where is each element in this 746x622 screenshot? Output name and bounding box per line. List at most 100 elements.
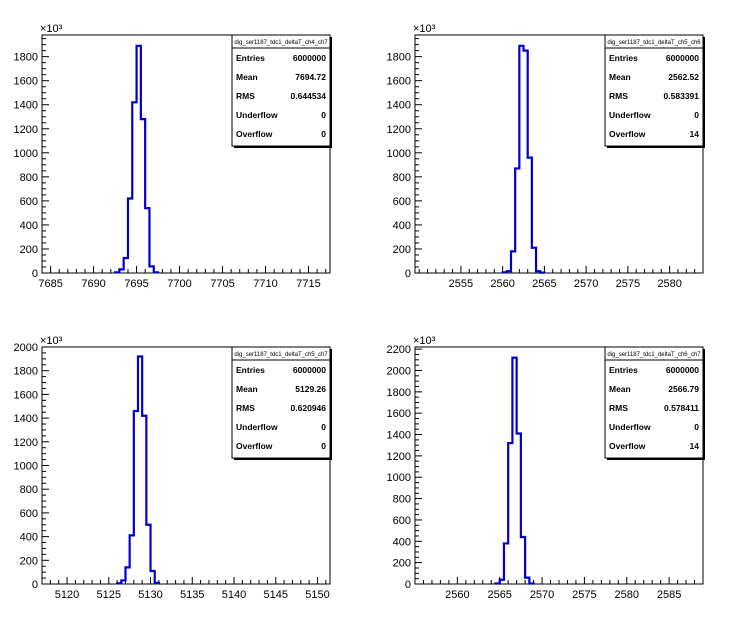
y-tick-label: 2000: [387, 365, 411, 377]
stat-label: Entries: [609, 365, 638, 375]
stats-box-shadow: [330, 37, 332, 147]
x-tick-label: 2560: [445, 589, 469, 601]
y-tick-label: 1600: [387, 76, 411, 88]
y-multiplier-label: ×10³: [413, 23, 436, 35]
x-tick-label: 2585: [657, 589, 681, 601]
x-tick-label: 5135: [180, 589, 204, 601]
x-tick-label: 2575: [616, 278, 640, 290]
y-tick-label: 200: [393, 558, 411, 570]
y-tick-label: 2000: [14, 342, 38, 354]
x-tick-label: 7695: [124, 278, 148, 290]
stat-value: 6000000: [666, 53, 699, 63]
y-tick-label: 800: [393, 172, 411, 184]
y-tick-label: 0: [405, 268, 411, 280]
stats-box-frame: [604, 34, 704, 147]
stat-label: Underflow: [236, 422, 278, 432]
y-tick-label: 400: [393, 220, 411, 232]
stat-label: Mean: [609, 384, 631, 394]
stat-value: 0.583391: [664, 91, 700, 101]
stat-value: 0.644534: [291, 91, 327, 101]
stat-value: 0: [694, 422, 699, 432]
stats-box-shadow: [330, 349, 332, 459]
stat-label: Underflow: [609, 110, 651, 120]
y-tick-label: 400: [20, 532, 38, 544]
histogram-panel: 0 200 400 600 800 1000 1200 1400 1600 1800 2000 220…: [387, 335, 705, 601]
stat-label: Underflow: [609, 422, 651, 432]
stat-value: 0.620946: [291, 403, 327, 413]
x-tick-label: 2555: [449, 278, 473, 290]
stat-label: RMS: [609, 91, 628, 101]
y-tick-label: 800: [20, 484, 38, 496]
stat-value: 2562.52: [668, 72, 699, 82]
y-tick-label: 600: [393, 196, 411, 208]
y-tick-label: 2200: [387, 344, 411, 356]
x-tick-label: 5130: [138, 589, 162, 601]
stat-value: 6000000: [293, 365, 326, 375]
stats-box-frame: [231, 346, 331, 459]
stat-label: Underflow: [236, 110, 278, 120]
histogram-line: [494, 356, 535, 585]
y-tick-label: 1400: [14, 413, 38, 425]
stats-box-frame: [231, 34, 331, 147]
y-tick-label: 200: [20, 244, 38, 256]
plot-frame: [41, 34, 331, 274]
y-tick-label: 600: [20, 196, 38, 208]
y-tick-label: 600: [20, 508, 38, 520]
y-tick-label: 400: [393, 536, 411, 548]
x-tick-label: 2580: [657, 278, 681, 290]
y-tick-label: 800: [20, 172, 38, 184]
stats-box-shadow: [234, 458, 332, 460]
y-tick-label: 1000: [387, 472, 411, 484]
y-tick-label: 800: [393, 494, 411, 506]
y-tick-label: 1200: [387, 451, 411, 463]
y-tick-label: 1200: [14, 437, 38, 449]
x-tick-label: 7710: [253, 278, 277, 290]
y-tick-label: 1400: [387, 100, 411, 112]
x-tick-label: 2565: [487, 589, 511, 601]
y-tick-label: 1200: [387, 124, 411, 136]
y-tick-label: 1800: [14, 52, 38, 64]
y-tick-label: 1200: [14, 124, 38, 136]
histogram-title: dig_ser1187_tdc1_deltaT_ch5_ch7: [234, 352, 328, 358]
stat-value: 7694.72: [295, 72, 326, 82]
histogram-line: [116, 355, 160, 585]
stat-label: Mean: [236, 72, 258, 82]
y-tick-label: 0: [405, 579, 411, 591]
x-tick-label: 7705: [210, 278, 234, 290]
stat-label: Overflow: [609, 129, 646, 139]
stats-box: dig_ser1187_tdc1_deltaT_ch5_ch6 Entries 60…: [604, 34, 705, 148]
x-tick-label: 5145: [263, 589, 287, 601]
y-multiplier-label: ×10³: [40, 23, 63, 35]
stat-label: Entries: [236, 365, 265, 375]
stat-value: 0: [321, 110, 326, 120]
stat-value: 0: [321, 422, 326, 432]
y-tick-label: 1800: [387, 387, 411, 399]
stats-box-shadow: [234, 146, 332, 148]
histogram-panel: 0 200 400 600 800 1000 1200 1400 1600 1800 7685 769…: [14, 23, 332, 290]
y-tick-label: 1000: [387, 148, 411, 160]
histogram-panel: 0 200 400 600 800 1000 1200 1400 1600 1800 2555 256…: [387, 23, 705, 290]
stat-label: RMS: [609, 403, 628, 413]
stats-box-shadow: [703, 349, 705, 459]
y-multiplier-label: ×10³: [413, 335, 436, 347]
stat-label: Overflow: [609, 441, 646, 451]
histogram-line: [501, 44, 546, 274]
stats-box: dig_ser1187_tdc1_deltaT_ch4_ch7 Entries 60…: [231, 34, 332, 148]
stat-label: Overflow: [236, 129, 273, 139]
stat-value: 6000000: [666, 365, 699, 375]
x-tick-label: 7685: [38, 278, 62, 290]
stat-label: Overflow: [236, 441, 273, 451]
y-tick-label: 0: [32, 579, 38, 591]
histogram-line: [113, 44, 160, 274]
stat-label: Entries: [609, 53, 638, 63]
histogram-title: dig_ser1187_tdc1_deltaT_ch6_ch7: [607, 352, 701, 358]
x-tick-label: 7715: [296, 278, 320, 290]
x-tick-label: 7700: [167, 278, 191, 290]
histogram-panel: 0 200 400 600 800 1000 1200 1400 1600 1800 2000 512…: [14, 335, 332, 601]
stat-value: 0: [694, 110, 699, 120]
plot-frame: [414, 34, 704, 274]
stats-box-shadow: [607, 146, 705, 148]
stat-value: 5129.26: [295, 384, 326, 394]
stat-value: 14: [690, 129, 700, 139]
y-tick-label: 400: [20, 220, 38, 232]
